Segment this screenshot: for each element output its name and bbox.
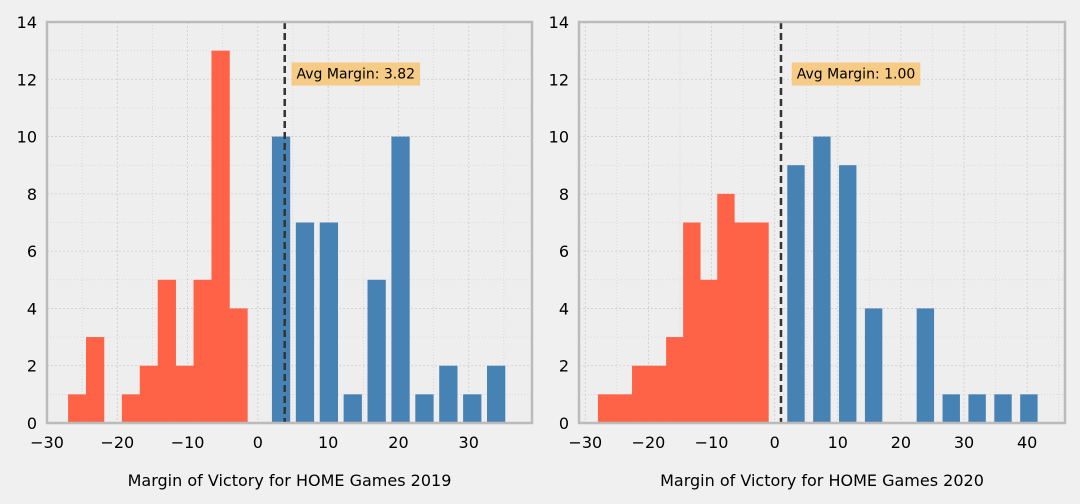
histogram-bar bbox=[666, 337, 684, 423]
histogram-bar bbox=[700, 279, 718, 423]
x-tick-label: 30 bbox=[459, 433, 479, 452]
histogram-bar bbox=[916, 308, 935, 423]
negative-margin-bars bbox=[68, 50, 248, 424]
histogram-bar bbox=[942, 394, 960, 423]
x-tick-label: −20 bbox=[100, 433, 134, 452]
histogram-bar bbox=[175, 365, 194, 423]
histogram-bar bbox=[415, 394, 434, 423]
histogram-bar bbox=[1020, 394, 1038, 423]
y-tick-label: 4 bbox=[559, 299, 569, 318]
histogram-bar bbox=[343, 394, 362, 423]
histogram-bar bbox=[229, 308, 248, 423]
x-tick-label: 40 bbox=[1017, 433, 1037, 452]
plot-frame bbox=[577, 20, 1067, 425]
histogram-bar bbox=[597, 394, 616, 423]
histogram-bar bbox=[391, 136, 410, 424]
y-tick-label: 0 bbox=[559, 414, 569, 433]
annotation-box bbox=[791, 62, 921, 86]
histogram-bar bbox=[717, 193, 735, 423]
histogram-bar bbox=[751, 222, 769, 423]
x-tick-label: 10 bbox=[318, 433, 338, 452]
histogram-bar bbox=[463, 394, 482, 423]
x-tick-label: 0 bbox=[770, 433, 780, 452]
histogram-bar bbox=[295, 222, 315, 423]
histogram-bar bbox=[839, 165, 857, 423]
histogram-bar bbox=[211, 50, 230, 424]
histogram-bar bbox=[864, 308, 883, 423]
histogram-bar bbox=[86, 337, 105, 423]
average-annotation: Avg Margin: 1.00 bbox=[797, 67, 916, 83]
x-tick-label: −10 bbox=[171, 433, 205, 452]
histogram-bar bbox=[968, 394, 986, 423]
histogram-bar bbox=[683, 222, 701, 423]
histogram-bar bbox=[157, 279, 176, 423]
x-tick-label: 10 bbox=[828, 433, 848, 452]
y-tick-label: 0 bbox=[27, 414, 37, 433]
histogram-bar bbox=[193, 279, 212, 423]
x-tick-label: −30 bbox=[568, 433, 602, 452]
positive-margin-bars bbox=[271, 136, 506, 424]
histogram-bar bbox=[68, 394, 87, 423]
y-tick-label: 8 bbox=[27, 185, 37, 204]
histogram-bar bbox=[319, 222, 338, 423]
y-tick-label: 10 bbox=[549, 128, 569, 147]
y-tick-label: 12 bbox=[17, 70, 37, 89]
x-tick-label: 20 bbox=[388, 433, 408, 452]
histogram-bar bbox=[614, 394, 633, 423]
x-tick-label: −20 bbox=[632, 433, 666, 452]
y-tick-label: 4 bbox=[27, 299, 37, 318]
histogram-bar bbox=[734, 222, 752, 423]
histogram-panel-1: Avg Margin: 3.82 −30 −20 −10 0 10 20 30 0 2 4 6 8 10 1… bbox=[17, 13, 534, 490]
histogram-bar bbox=[367, 279, 386, 423]
y-tick-label: 6 bbox=[27, 242, 37, 261]
histogram-bar bbox=[139, 365, 159, 423]
annotation-box bbox=[291, 62, 421, 86]
average-annotation: Avg Margin: 3.82 bbox=[297, 67, 416, 83]
y-tick-label: 6 bbox=[559, 242, 569, 261]
plot-frame bbox=[45, 20, 534, 425]
gridlines bbox=[579, 21, 1065, 424]
x-tick-label: 0 bbox=[253, 433, 263, 452]
histogram-bar bbox=[994, 394, 1012, 423]
histogram-bar bbox=[439, 365, 458, 423]
x-axis-label: Margin of Victory for HOME Games 2020 bbox=[660, 471, 984, 490]
y-tick-label: 2 bbox=[559, 357, 569, 376]
histogram-bar bbox=[121, 394, 141, 423]
histogram-bar bbox=[649, 365, 667, 423]
histogram-bar bbox=[787, 165, 805, 423]
histogram-panel-2: Avg Margin: 1.00 −30 −20 −10 0 10 20 30 40 0 2 4 6 8 1… bbox=[549, 13, 1067, 490]
x-tick-label: −30 bbox=[30, 433, 64, 452]
histogram-bar bbox=[271, 136, 291, 424]
histogram-bar bbox=[487, 365, 506, 423]
y-tick-label: 14 bbox=[17, 13, 37, 32]
x-tick-label: 30 bbox=[954, 433, 974, 452]
negative-margin-bars bbox=[597, 193, 769, 423]
y-tick-label: 2 bbox=[27, 357, 37, 376]
x-axis-label: Margin of Victory for HOME Games 2019 bbox=[128, 471, 452, 490]
positive-margin-bars bbox=[787, 136, 1038, 424]
y-tick-label: 8 bbox=[559, 185, 569, 204]
histogram-bar bbox=[813, 136, 831, 424]
y-tick-label: 14 bbox=[549, 13, 569, 32]
y-tick-label: 12 bbox=[549, 70, 569, 89]
x-tick-label: −10 bbox=[695, 433, 729, 452]
x-tick-label: 20 bbox=[891, 433, 911, 452]
y-tick-label: 10 bbox=[17, 128, 37, 147]
histogram-bar bbox=[632, 365, 650, 423]
